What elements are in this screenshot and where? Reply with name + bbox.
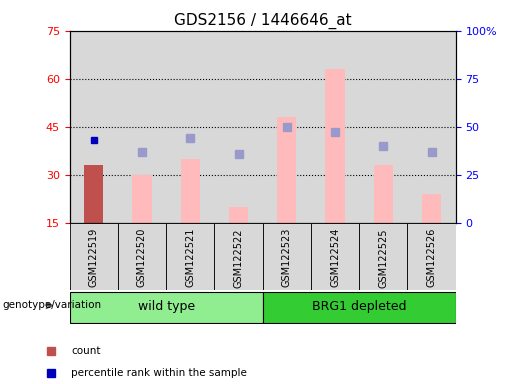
Bar [229,207,248,223]
Bar [118,223,166,290]
Bar [374,165,393,223]
Text: GSM122521: GSM122521 [185,228,195,288]
Bar [70,292,263,323]
Bar [132,175,151,223]
Bar [359,223,407,290]
Bar [263,223,311,290]
Text: wild type: wild type [138,300,195,313]
Text: GSM122520: GSM122520 [137,228,147,288]
Bar [70,223,118,290]
Bar [325,69,345,223]
Title: GDS2156 / 1446646_at: GDS2156 / 1446646_at [174,13,351,29]
Text: GSM122524: GSM122524 [330,228,340,288]
Bar [422,194,441,223]
Text: count: count [71,346,101,356]
Text: GSM122523: GSM122523 [282,228,292,288]
Bar [214,223,263,290]
Bar [311,223,359,290]
Text: GSM122519: GSM122519 [89,228,99,287]
Bar [263,292,456,323]
Bar [84,165,104,223]
Text: GSM122526: GSM122526 [426,228,437,288]
Text: GSM122525: GSM122525 [379,228,388,288]
Bar [166,223,214,290]
Text: GSM122522: GSM122522 [233,228,244,288]
Text: genotype/variation: genotype/variation [3,300,101,311]
Bar [407,223,456,290]
Bar [181,159,200,223]
Bar [277,117,297,223]
Text: percentile rank within the sample: percentile rank within the sample [71,368,247,378]
Text: BRG1 depleted: BRG1 depleted [312,300,406,313]
